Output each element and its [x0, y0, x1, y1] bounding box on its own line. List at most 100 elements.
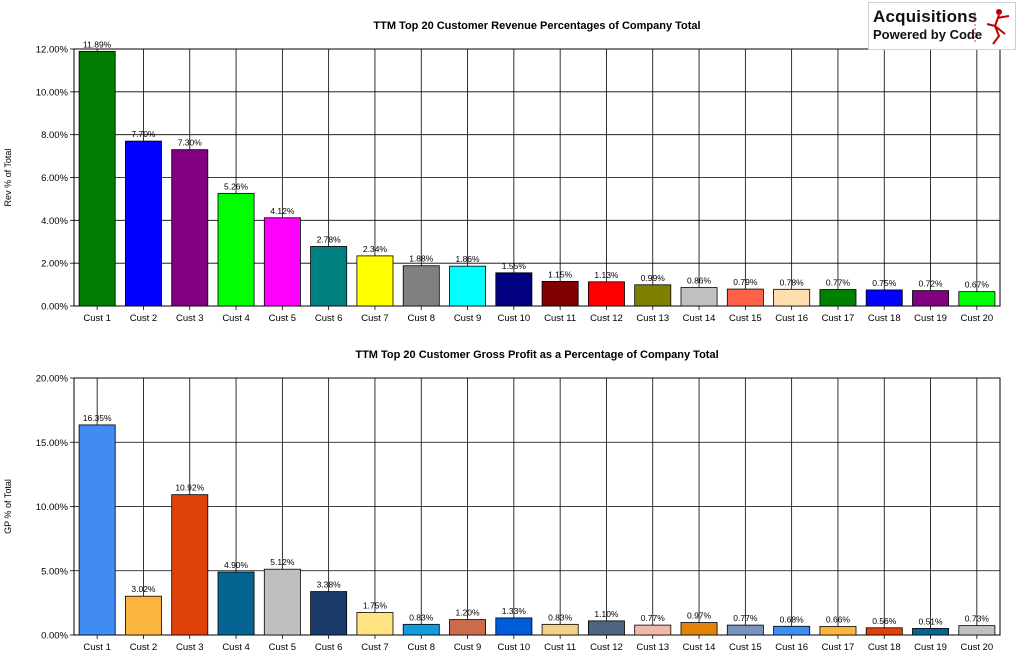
bar: [402, 623, 440, 636]
y-tick-label: 0.00%: [41, 631, 68, 642]
data-label: 7.30%: [178, 138, 203, 148]
chart-title: TTM Top 20 Customer Revenue Percentages …: [373, 20, 700, 32]
x-tick-label: Cust 5: [269, 313, 296, 324]
x-tick-label: Cust 2: [130, 313, 157, 324]
data-label: 0.77%: [733, 613, 758, 623]
data-label: 5.12%: [270, 557, 295, 567]
bar: [217, 192, 255, 307]
x-tick-label: Cust 12: [590, 642, 623, 653]
bar: [773, 288, 811, 307]
bar: [171, 494, 209, 636]
data-label: 10.92%: [175, 483, 204, 493]
bar: [819, 289, 857, 307]
data-label: 1.88%: [409, 254, 434, 264]
data-label: 0.79%: [733, 277, 758, 287]
y-axis-label: GP % of Total: [3, 479, 13, 534]
y-tick-label: 8.00%: [41, 130, 68, 141]
x-tick-label: Cust 19: [914, 642, 947, 653]
logo-figure-icon: [974, 9, 1010, 45]
y-tick-label: 10.00%: [36, 87, 69, 98]
bar: [587, 281, 625, 307]
x-tick-label: Cust 1: [83, 642, 110, 653]
x-tick-label: Cust 1: [83, 313, 110, 324]
y-tick-label: 5.00%: [41, 566, 68, 577]
data-label: 11.89%: [83, 39, 112, 49]
data-label: 7.70%: [131, 129, 156, 139]
x-tick-label: Cust 18: [868, 642, 901, 653]
x-tick-label: Cust 10: [497, 642, 530, 653]
bar: [680, 287, 718, 307]
x-tick-label: Cust 2: [130, 642, 157, 653]
data-label: 0.83%: [409, 612, 434, 622]
x-tick-label: Cust 5: [269, 642, 296, 653]
x-tick-label: Cust 12: [590, 313, 623, 324]
bar: [171, 149, 209, 307]
bar: [912, 290, 950, 307]
bar: [263, 217, 301, 307]
y-axis-label: Rev % of Total: [3, 149, 13, 207]
x-tick-label: Cust 8: [408, 642, 435, 653]
data-label: 16.35%: [83, 413, 112, 423]
data-label: 2.78%: [317, 234, 342, 244]
x-tick-label: Cust 4: [222, 642, 249, 653]
y-tick-label: 15.00%: [36, 438, 69, 449]
data-label: 0.78%: [780, 277, 805, 287]
data-label: 0.97%: [687, 611, 712, 621]
bar: [865, 627, 903, 636]
x-tick-label: Cust 17: [822, 313, 855, 324]
data-label: 1.15%: [548, 269, 573, 279]
data-label: 3.02%: [131, 584, 156, 594]
bar: [726, 288, 764, 307]
y-tick-label: 10.00%: [36, 502, 69, 513]
data-label: 0.77%: [641, 613, 666, 623]
x-tick-label: Cust 8: [408, 313, 435, 324]
x-tick-label: Cust 13: [636, 313, 669, 324]
y-tick-label: 12.00%: [36, 45, 69, 56]
x-tick-label: Cust 13: [636, 642, 669, 653]
acquisitions-logo: Acquisitions Powered by Code: [868, 2, 1016, 50]
y-tick-label: 20.00%: [36, 374, 69, 385]
bar: [449, 265, 487, 307]
bar: [124, 595, 162, 636]
x-tick-label: Cust 14: [683, 642, 716, 653]
x-tick-label: Cust 14: [683, 313, 716, 324]
x-tick-label: Cust 9: [454, 642, 481, 653]
x-tick-label: Cust 16: [775, 313, 808, 324]
x-tick-label: Cust 20: [960, 313, 993, 324]
bar: [495, 617, 533, 636]
bar: [495, 272, 533, 307]
data-label: 4.12%: [270, 206, 295, 216]
data-label: 1.10%: [594, 609, 619, 619]
data-label: 4.90%: [224, 560, 249, 570]
logo-title: Acquisitions: [873, 7, 978, 26]
data-label: 0.99%: [641, 273, 666, 283]
plot-area-border: [73, 377, 1001, 636]
data-label: 0.73%: [965, 614, 990, 624]
y-tick-label: 6.00%: [41, 173, 68, 184]
x-tick-label: Cust 19: [914, 313, 947, 324]
data-label: 0.72%: [918, 279, 943, 289]
data-label: 0.51%: [918, 616, 943, 626]
bar: [78, 50, 116, 307]
x-tick-label: Cust 6: [315, 642, 342, 653]
x-tick-label: Cust 11: [544, 313, 576, 324]
bar: [449, 619, 487, 636]
bar: [819, 626, 857, 636]
bar: [263, 568, 301, 636]
data-label: 3.38%: [317, 580, 342, 590]
bar: [78, 424, 116, 636]
bar: [726, 624, 764, 636]
bar: [634, 284, 672, 307]
bar: [310, 246, 348, 307]
bar: [402, 265, 440, 307]
y-tick-label: 0.00%: [41, 302, 68, 313]
data-label: 1.13%: [594, 270, 619, 280]
x-tick-label: Cust 15: [729, 313, 762, 324]
x-tick-label: Cust 11: [544, 642, 576, 653]
bar: [541, 280, 579, 307]
logo-subtitle: Powered by Code: [873, 27, 983, 42]
x-tick-label: Cust 6: [315, 313, 342, 324]
bar: [217, 571, 255, 636]
x-tick-label: Cust 3: [176, 313, 203, 324]
